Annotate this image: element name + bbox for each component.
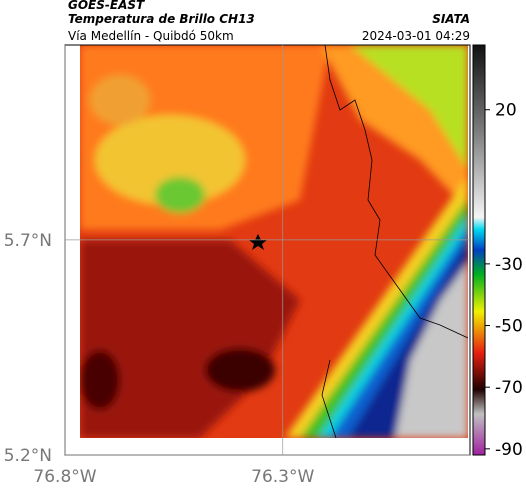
- colorbar: [472, 44, 486, 456]
- colorbar-label: 20: [495, 101, 517, 121]
- source: GOES-EAST: [68, 0, 145, 12]
- x-tick-label: 76.8°W: [33, 467, 96, 487]
- y-tick-label: 5.2°N: [4, 446, 52, 466]
- x-tick-label: 76.3°W: [251, 467, 314, 487]
- y-tick-label: 5.7°N: [4, 231, 52, 251]
- title: Temperatura de Brillo CH13: [68, 12, 255, 26]
- colorbar-label: -50: [495, 317, 523, 337]
- colorbar-label: -30: [495, 255, 523, 275]
- subtitle: Vía Medellín - Quibdó 50km: [68, 29, 234, 43]
- datetime: 2024-03-01 04:29: [362, 29, 470, 43]
- satellite-image: [80, 45, 468, 438]
- brand: SIATA: [432, 12, 470, 26]
- colorbar-label: -90: [495, 440, 523, 460]
- colorbar-label: -70: [495, 378, 523, 398]
